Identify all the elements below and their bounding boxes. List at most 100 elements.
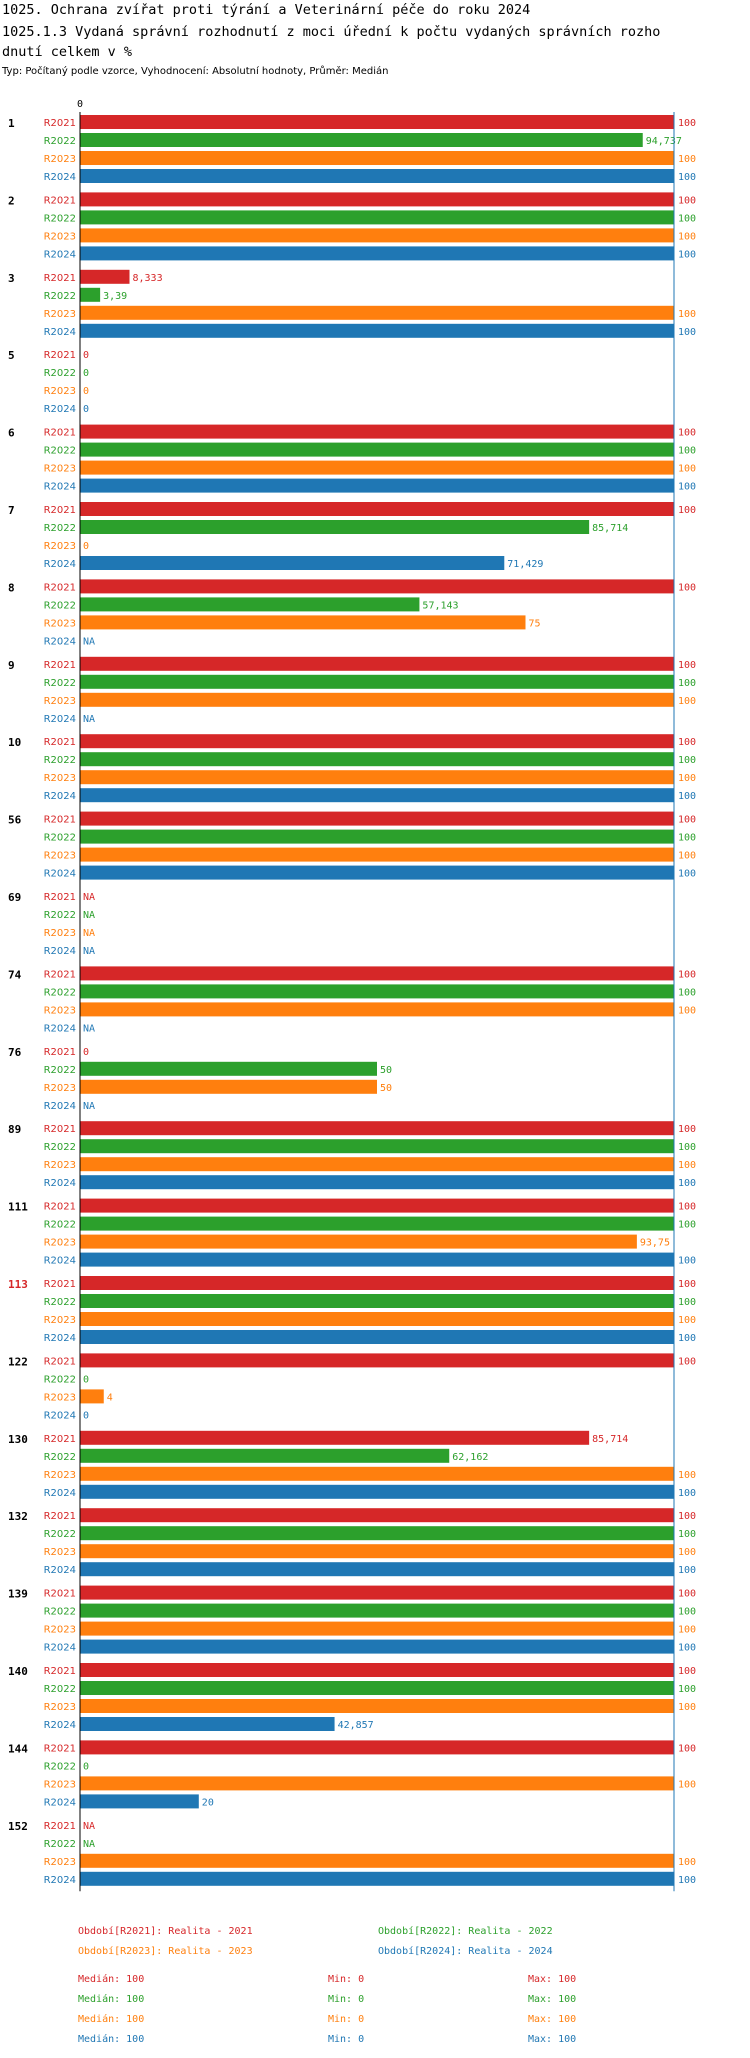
category-label: 122 [8, 1355, 28, 1368]
bar [80, 1526, 674, 1541]
series-label: R2022 [44, 213, 76, 224]
category-label: 89 [8, 1123, 21, 1136]
bar [80, 287, 101, 302]
category-label: 111 [8, 1201, 28, 1214]
bar [80, 597, 420, 612]
series-label: R2024 [44, 1643, 76, 1654]
data-label: 100 [678, 1488, 696, 1499]
series-label: R2024 [44, 172, 76, 183]
series-label: R2023 [44, 928, 76, 939]
data-label: 100 [678, 696, 696, 707]
series-label: R2021 [44, 969, 76, 980]
bar [80, 1079, 377, 1094]
bar [80, 1544, 674, 1559]
data-label: 100 [678, 987, 696, 998]
category-label: 130 [8, 1433, 28, 1446]
data-label: 100 [678, 505, 696, 516]
category-label: 9 [8, 659, 15, 672]
data-label: NA [83, 714, 95, 725]
series-label: R2024 [44, 1488, 76, 1499]
series-label: R2023 [44, 1779, 76, 1790]
bar [80, 1740, 674, 1755]
series-label: R2023 [44, 154, 76, 165]
bar [80, 115, 674, 129]
series-label: R2023 [44, 231, 76, 242]
data-label: 62,162 [452, 1452, 488, 1463]
series-label: R2023 [44, 386, 76, 397]
stats-max-r2024: Max: 100 [528, 2034, 577, 2045]
data-label: NA [83, 910, 95, 921]
series-label: R2021 [44, 1589, 76, 1600]
data-label: 100 [678, 678, 696, 689]
data-label: 100 [678, 213, 696, 224]
series-label: R2022 [44, 1452, 76, 1463]
series-label: R2022 [44, 1684, 76, 1695]
data-label: 100 [678, 1743, 696, 1754]
data-label: 100 [678, 1684, 696, 1695]
bar [80, 1853, 674, 1868]
category-label: 10 [8, 736, 21, 749]
series-label: R2023 [44, 1160, 76, 1171]
series-label: R2023 [44, 1005, 76, 1016]
bar [80, 615, 526, 630]
bar [80, 424, 674, 439]
series-label: R2024 [44, 1178, 76, 1189]
series-label: R2021 [44, 505, 76, 516]
data-label: 100 [678, 1779, 696, 1790]
category-label: 3 [8, 272, 15, 285]
bar [80, 1776, 674, 1791]
data-label: 100 [678, 851, 696, 862]
series-label: R2023 [44, 1857, 76, 1868]
data-label: 75 [529, 618, 541, 629]
bar [80, 1234, 637, 1249]
bar [80, 847, 674, 862]
data-label: 100 [678, 1178, 696, 1189]
bar [80, 478, 674, 493]
category-label: 140 [8, 1665, 28, 1678]
data-label: NA [83, 946, 95, 957]
data-label: 100 [678, 118, 696, 129]
bar [80, 133, 643, 147]
category-label: 152 [8, 1820, 28, 1833]
bar [80, 1466, 674, 1481]
data-label: 100 [678, 1875, 696, 1886]
bar [80, 829, 674, 844]
category-label: 76 [8, 1046, 22, 1059]
axis-tick-label-0: 0 [77, 99, 83, 110]
series-label: R2024 [44, 249, 76, 260]
series-label: R2021 [44, 1511, 76, 1522]
data-label: NA [83, 1023, 95, 1034]
bar [80, 1603, 674, 1618]
data-label: 100 [678, 249, 696, 260]
series-label: R2024 [44, 714, 76, 725]
data-label: NA [83, 892, 95, 903]
bar [80, 656, 674, 671]
series-label: R2022 [44, 291, 76, 302]
series-label: R2024 [44, 404, 76, 415]
series-label: R2021 [44, 1821, 76, 1832]
series-label: R2021 [44, 1124, 76, 1135]
data-label: 100 [678, 1142, 696, 1153]
data-label: 100 [678, 737, 696, 748]
data-label: 0 [83, 386, 89, 397]
data-label: 100 [678, 1160, 696, 1171]
category-label: 144 [8, 1742, 28, 1755]
stats-min-r2021: Min: 0 [328, 1974, 365, 1985]
bar [80, 984, 674, 999]
data-label: 100 [678, 1356, 696, 1367]
bar [80, 1430, 590, 1445]
series-label: R2021 [44, 1279, 76, 1290]
data-label: 71,429 [507, 559, 543, 570]
data-label: 100 [678, 969, 696, 980]
bar [80, 811, 674, 826]
bar [80, 734, 674, 749]
data-label: 42,857 [338, 1720, 374, 1731]
series-label: R2023 [44, 773, 76, 784]
series-label: R2021 [44, 195, 76, 206]
series-label: R2022 [44, 1839, 76, 1850]
data-label: 100 [678, 1607, 696, 1618]
category-label: 5 [8, 349, 15, 362]
data-label: 57,143 [422, 600, 458, 611]
series-label: R2024 [44, 1256, 76, 1267]
